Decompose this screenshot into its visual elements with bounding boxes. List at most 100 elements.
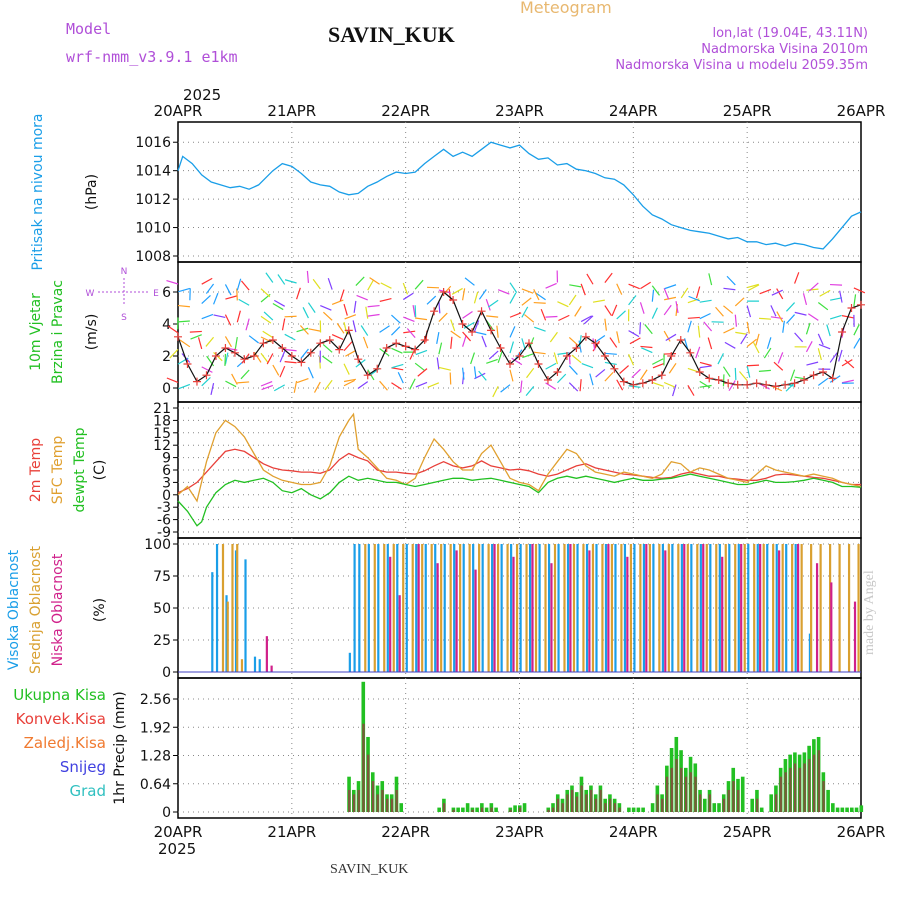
wind-arrow [664, 296, 677, 301]
cloud-bar-srednja [648, 544, 651, 672]
wind-arrow [231, 373, 238, 385]
wind-arrow [296, 287, 301, 300]
wind-arrow [734, 297, 745, 307]
wind-arrow [853, 287, 866, 294]
wind-arrow [583, 315, 594, 325]
footer-station: SAVIN_KUK [330, 862, 409, 877]
cloud-bar-srednja [601, 544, 604, 672]
cloud-bar-srednja [800, 544, 803, 672]
wind-arrow [402, 282, 409, 295]
wind-arrow [402, 292, 414, 301]
pressure-ytick-label: 1014 [135, 164, 171, 180]
cloud-bar-srednja [734, 544, 737, 672]
precip-bar-ukupna-kisa [631, 807, 636, 812]
cloud-bar-srednja [819, 544, 822, 672]
precip-unit-label: 1hr Precip (mm) [112, 691, 128, 804]
wind-speed-marker [524, 339, 533, 348]
wind-arrow [629, 337, 641, 345]
wind-arrow [735, 331, 748, 335]
precip-bar-konvek-kisa [575, 796, 579, 812]
cloud-bar-srednja [421, 544, 424, 672]
wind-arrow [695, 346, 701, 359]
cloud-bar-srednja [772, 544, 775, 672]
wind-arrow [794, 332, 804, 343]
wind-arrow [178, 287, 191, 293]
cloud-bar-srednja [563, 544, 566, 672]
wind-speed-marker [667, 352, 676, 360]
precip-bar-konvek-kisa [452, 809, 455, 812]
wind-arrow [522, 353, 534, 359]
wind-arrow [322, 355, 333, 364]
precip-bar-konvek-kisa [547, 809, 550, 812]
top-year-label: 2025 [183, 86, 221, 104]
precip-bar-ukupna-kisa [513, 805, 517, 812]
wind-arrow [260, 315, 272, 324]
precip-bar-konvek-kisa [608, 798, 612, 812]
cloud-bar-niska [474, 569, 477, 672]
wind-arrow [367, 279, 375, 291]
pressure-ytick-label: 1012 [135, 192, 171, 208]
cloud-bar-visoka [453, 544, 456, 672]
precip-bar-konvek-kisa [376, 794, 379, 812]
wind-arrow [817, 333, 824, 346]
cloud-bar-niska [493, 544, 496, 672]
wind-arrow [279, 350, 286, 363]
wind-arrow [438, 312, 448, 323]
compass-west-label: W [86, 289, 95, 299]
precip-bar-ukupna-kisa [740, 776, 745, 812]
wind-arrow [533, 301, 546, 304]
wind-arrow [177, 320, 190, 323]
wind-arrow [313, 381, 321, 393]
wind-arrow [746, 321, 750, 334]
wind-speed-marker [249, 352, 258, 360]
bottom-xtick-label: 25APR [723, 823, 772, 841]
cloud-bar-srednja [411, 544, 414, 672]
wind-arrow [817, 377, 829, 386]
wind-arrow [628, 385, 641, 388]
wind-speed-marker [638, 379, 647, 388]
wind-arrow [369, 277, 380, 285]
wind-speed-marker [297, 358, 306, 367]
wind-arrow [485, 298, 491, 311]
wind-arrow [699, 299, 712, 303]
precip-bar-ukupna-kisa [826, 789, 830, 812]
wind-arrow [312, 278, 321, 290]
precip-bar-ukupna-kisa [636, 807, 641, 812]
precip-bar-konvek-kisa [736, 789, 740, 812]
cloud-bar-srednja [753, 544, 756, 672]
cloud-bar-visoka [225, 595, 228, 672]
wind-arrow [331, 299, 344, 306]
wind-speed-marker [373, 364, 382, 373]
cloud-bar-srednja [857, 544, 860, 672]
wind-speed-marker [458, 320, 467, 328]
wind-arrow [675, 301, 679, 314]
wind-arrow [717, 353, 724, 365]
precip-bar-konvek-kisa [471, 809, 474, 812]
wind-arrow [687, 385, 695, 396]
wind-arrow [586, 273, 594, 285]
cloud-bar-visoka [253, 656, 257, 672]
wind-arrow [557, 352, 570, 355]
wind-speed-marker [591, 339, 600, 348]
wind-arrow [299, 325, 309, 335]
wind-arrow [436, 332, 440, 345]
wind-arrow [436, 357, 440, 370]
wind-arrow [237, 381, 250, 384]
cloud-bar-niska [588, 550, 591, 672]
wind-arrow [520, 380, 523, 393]
precip-bar-konvek-kisa [812, 754, 816, 812]
wind-arrow [409, 348, 416, 360]
wind-arrow [611, 304, 618, 317]
cloud-bar-visoka [585, 544, 589, 672]
wind-speed-marker [790, 379, 799, 388]
precip-bar-ukupna-kisa [850, 807, 854, 812]
cloud-bar-niska [455, 550, 458, 672]
wind-arrow [415, 317, 428, 321]
temperature-ytick-label: -9 [157, 525, 171, 541]
precip-bar-konvek-kisa [755, 798, 759, 812]
wind-arrow [853, 324, 860, 336]
wind-arrow [277, 274, 286, 285]
cloud-bar-srednja [667, 544, 670, 672]
wind-arrow [785, 382, 796, 392]
wind-speed-marker [809, 371, 818, 380]
